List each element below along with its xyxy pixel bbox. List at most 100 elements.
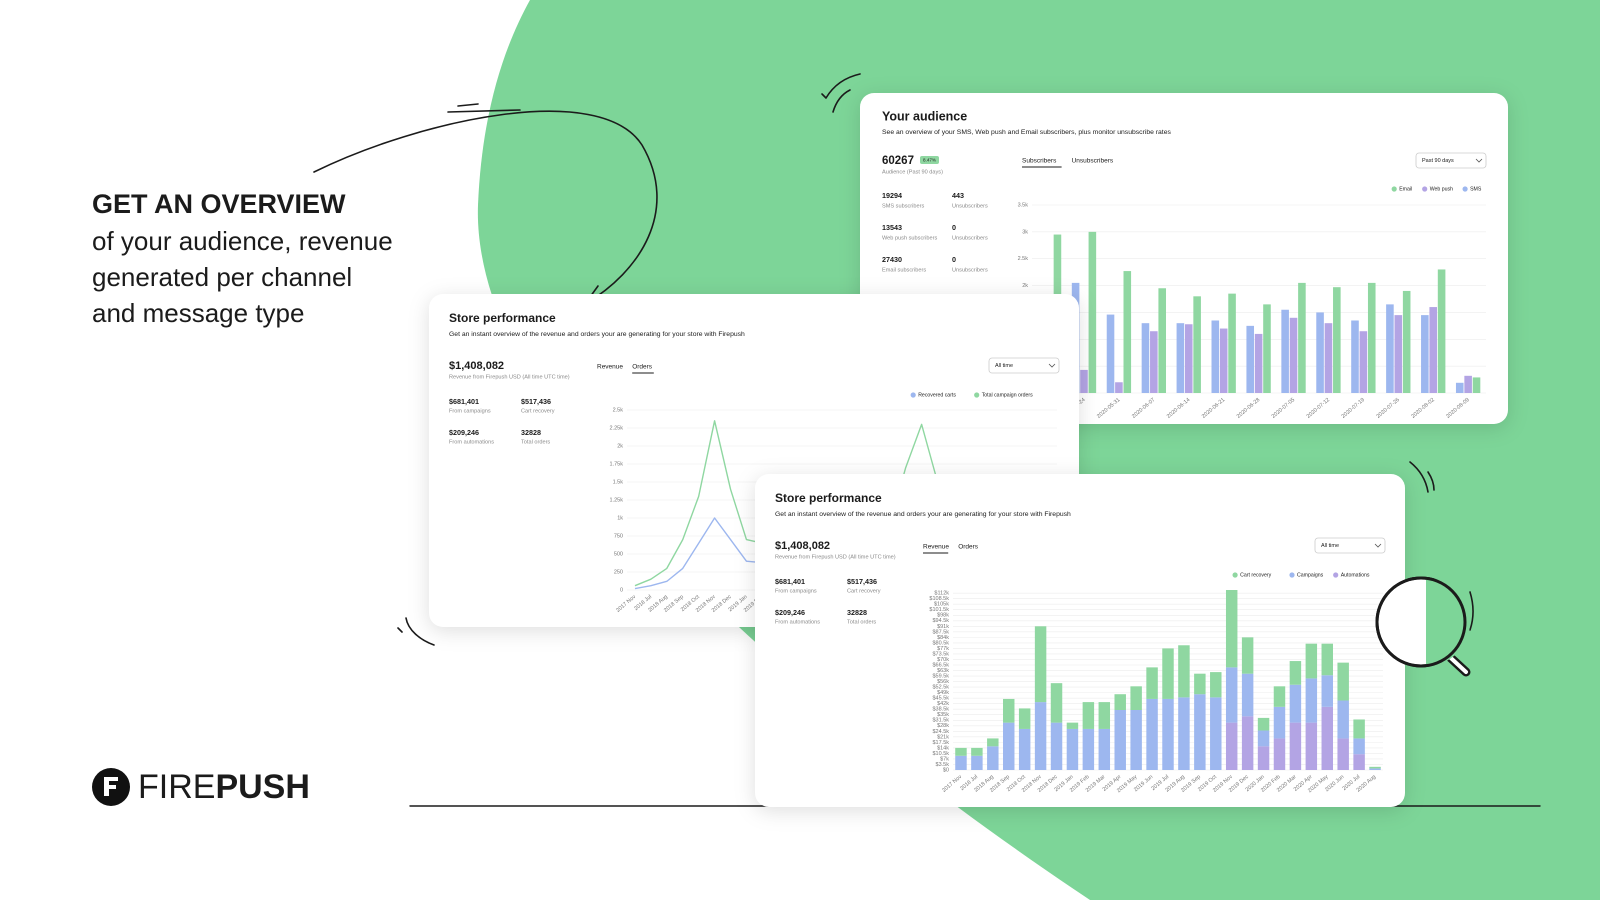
y-tick-label: $21k [937, 734, 949, 740]
bar [1141, 323, 1150, 393]
bar [1333, 287, 1341, 393]
brand-logo: FIREPUSH [92, 768, 310, 806]
bar [1359, 331, 1368, 393]
y-tick-label: 1.25k [610, 497, 624, 503]
stat-value: $209,246 [449, 428, 479, 437]
magnifier [1375, 576, 1471, 677]
tab[interactable]: Orders [632, 364, 653, 371]
legend-item[interactable]: Web push [1422, 186, 1453, 192]
y-tick-label: 3.5k [1018, 202, 1029, 208]
y-tick-label: $98k [937, 613, 949, 619]
revenue-total: $1,408,082 [449, 360, 504, 372]
y-tick-label: $77k [937, 646, 949, 652]
revenue-total-label: Revenue from Firepush USD (All time UTC … [449, 374, 570, 380]
brand-bold: PUSH [215, 768, 309, 806]
bar [1193, 296, 1201, 393]
legend-swatch [1391, 186, 1397, 192]
bar [1184, 324, 1193, 393]
tab[interactable]: Unsubscribers [1072, 158, 1114, 165]
audience-total-label: Audience (Past 90 days) [882, 169, 943, 175]
stat-value: 0 [952, 255, 956, 264]
panel-subtitle: Get an instant overview of the revenue a… [449, 331, 745, 338]
legend-item[interactable]: Recovered carts [910, 392, 957, 398]
bar [1228, 293, 1236, 393]
y-tick-label: $52.5k [932, 685, 949, 691]
bar-segment [971, 755, 983, 770]
bar [1246, 325, 1255, 393]
tab[interactable]: Orders [958, 544, 979, 551]
dropdown[interactable]: Past 90 days [1415, 152, 1487, 169]
legend-label: Recovered carts [918, 392, 956, 398]
y-tick-label: $66.5k [932, 662, 949, 668]
legend-item[interactable]: Campaigns [1289, 572, 1324, 578]
y-tick-label: $3.5k [936, 762, 950, 768]
stat-value: $209,246 [775, 608, 805, 617]
bar-segment [1130, 710, 1142, 770]
legend-label: Automations [1341, 572, 1370, 578]
bar [1158, 288, 1167, 393]
bar [1464, 375, 1472, 393]
dropdown-label: All time [995, 363, 1013, 369]
bar [1088, 231, 1097, 393]
bar-segment [1178, 697, 1190, 770]
bar-segment [1162, 648, 1174, 699]
bar-segment [1225, 722, 1238, 770]
legend-swatch [1462, 186, 1468, 192]
bar-segment [1305, 722, 1318, 770]
tab[interactable]: Revenue [923, 544, 949, 551]
legend-label: Email [1399, 186, 1412, 192]
legend-label: Campaigns [1297, 572, 1324, 578]
stat-value: $517,436 [847, 577, 877, 586]
tab[interactable]: Revenue [597, 364, 623, 371]
dropdown-chevron [1475, 158, 1483, 163]
arrow-curve [313, 110, 658, 305]
bar-segment [1321, 643, 1333, 676]
dropdown[interactable]: All time [1314, 537, 1386, 554]
bar-segment [1034, 702, 1047, 770]
tab[interactable]: Subscribers [1022, 158, 1057, 165]
bar [1324, 323, 1333, 393]
legend-item[interactable]: SMS [1462, 186, 1482, 192]
legend-item[interactable]: Cart recovery [1232, 572, 1272, 578]
bar-segment [1305, 678, 1318, 723]
stat-label: From campaigns [449, 408, 491, 414]
bar [1437, 269, 1446, 393]
stat-value: 0 [952, 223, 956, 232]
dropdown-box [1415, 152, 1487, 169]
y-tick-label: $24.5k [932, 729, 949, 735]
badge-bg [920, 156, 939, 164]
y-tick-label: 0 [620, 587, 623, 593]
y-tick-label: 1.75k [610, 461, 624, 467]
bar-segment [1257, 746, 1270, 770]
dropdown[interactable]: All time [988, 357, 1060, 374]
bar-segment [1289, 661, 1302, 685]
bar [1211, 320, 1220, 393]
y-tick-label: $0 [943, 767, 949, 773]
stat-label: From automations [775, 619, 820, 625]
bar-segment [1241, 673, 1254, 717]
legend-item[interactable]: Total campaign orders [974, 392, 1033, 398]
legend-item[interactable]: Automations [1333, 572, 1370, 578]
dropdown-chevron [1374, 543, 1382, 548]
arrow-tail-strokes [447, 103, 521, 113]
y-tick-label: $63k [937, 668, 949, 674]
stat-value: $681,401 [775, 577, 805, 586]
y-tick-label: $108.5k [929, 596, 949, 602]
y-tick-label: 250 [614, 569, 623, 575]
burst-strokes [1409, 461, 1435, 493]
headline-title: GET AN OVERVIEW [92, 189, 346, 219]
y-tick-label: $17.5k [932, 740, 949, 746]
stat-label: Cart recovery [521, 408, 555, 414]
bar-segment [987, 746, 999, 770]
bar-segment [1289, 684, 1302, 723]
legend-item[interactable]: Email [1391, 186, 1413, 192]
bar [1394, 315, 1403, 393]
panels: Your audience See an overview of your SMS… [429, 93, 1508, 807]
bar [1421, 315, 1429, 393]
bar-segment [1369, 768, 1381, 770]
revenue-total: $1,408,082 [775, 540, 830, 552]
stat-value: 32828 [521, 428, 541, 437]
bar [1176, 323, 1185, 393]
magnifier-rim [1375, 576, 1467, 668]
y-tick-label: $105k [934, 602, 949, 608]
